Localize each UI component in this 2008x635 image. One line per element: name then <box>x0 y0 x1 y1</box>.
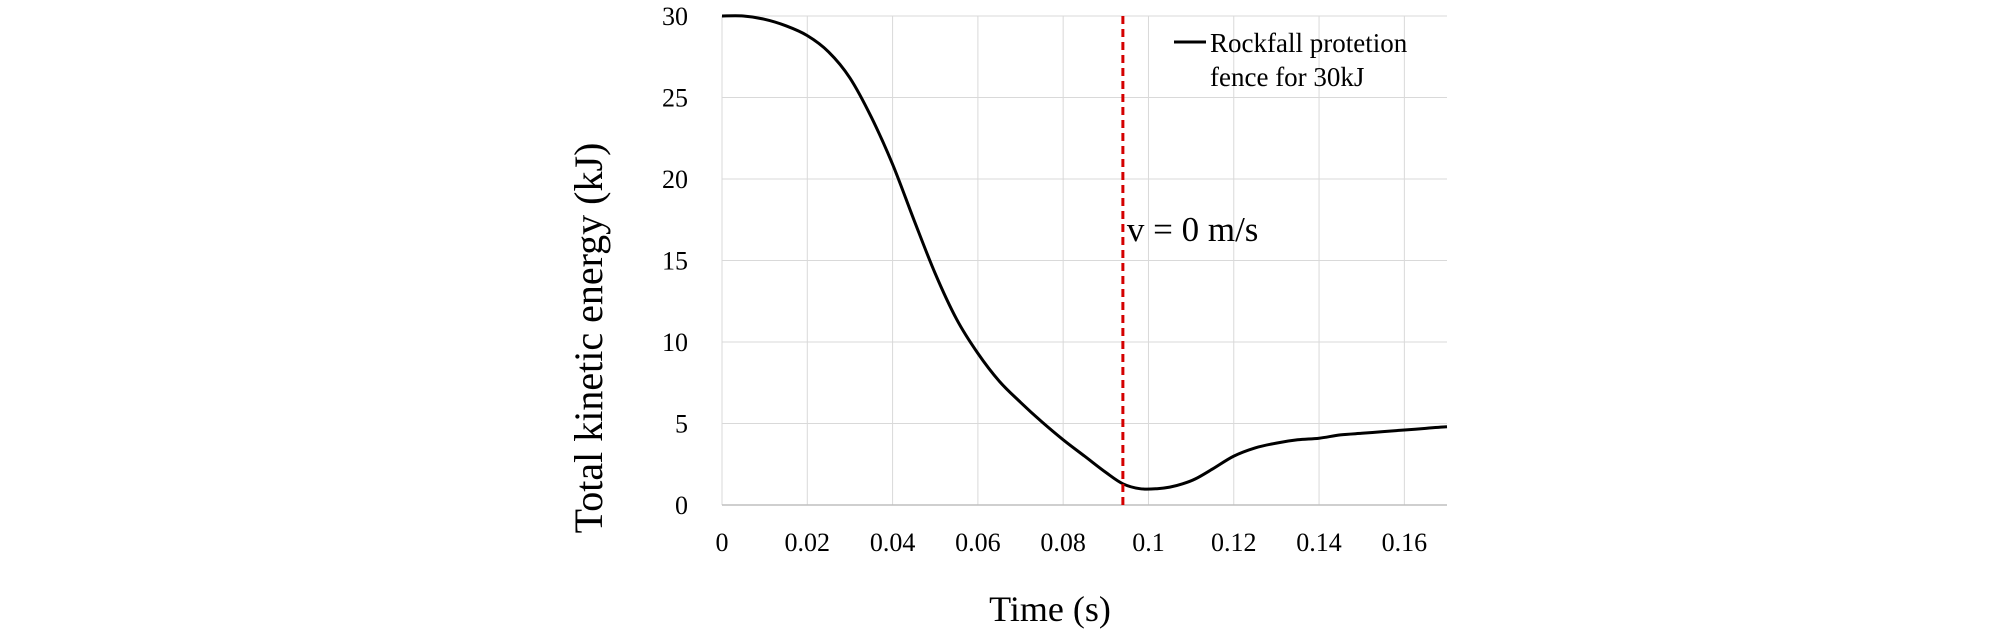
y-axis-ticks: 0 5 10 15 20 25 30 <box>662 2 688 520</box>
y-axis-title: Total kinetic energy (kJ) <box>566 143 611 534</box>
x-tick-label-6: 0.12 <box>1211 528 1257 557</box>
x-tick-label-3: 0.06 <box>955 528 1001 557</box>
legend-label-line-2: fence for 30kJ <box>1210 62 1364 92</box>
grid <box>721 15 1447 506</box>
x-tick-label-2: 0.04 <box>870 528 916 557</box>
x-tick-label-7: 0.14 <box>1296 528 1342 557</box>
x-tick-label-8: 0.16 <box>1382 528 1428 557</box>
y-tick-label-6: 30 <box>662 2 688 31</box>
y-tick-label-1: 5 <box>675 410 688 439</box>
x-tick-label-1: 0.02 <box>785 528 831 557</box>
annotation-layer: v = 0 m/s <box>1121 16 1259 505</box>
x-axis-title: Time (s) <box>989 589 1111 629</box>
y-tick-label-4: 20 <box>662 165 688 194</box>
series-layer <box>721 14 1448 491</box>
x-tick-label-4: 0.08 <box>1040 528 1086 557</box>
x-axis-ticks: 0 0.02 0.04 0.06 0.08 0.1 0.12 0.14 0.16 <box>716 528 1428 557</box>
legend-label-line-1: Rockfall protetion <box>1210 28 1408 58</box>
y-tick-label-5: 25 <box>662 84 688 113</box>
x-tick-label-5: 0.1 <box>1132 528 1165 557</box>
x-tick-label-0: 0 <box>716 528 729 557</box>
velocity-zero-label: v = 0 m/s <box>1127 210 1259 249</box>
y-tick-label-2: 10 <box>662 328 688 357</box>
y-tick-label-0: 0 <box>675 491 688 520</box>
y-tick-label-3: 15 <box>662 247 688 276</box>
legend: Rockfall protetion fence for 30kJ <box>1174 28 1408 92</box>
series-line-0 <box>721 14 1448 491</box>
